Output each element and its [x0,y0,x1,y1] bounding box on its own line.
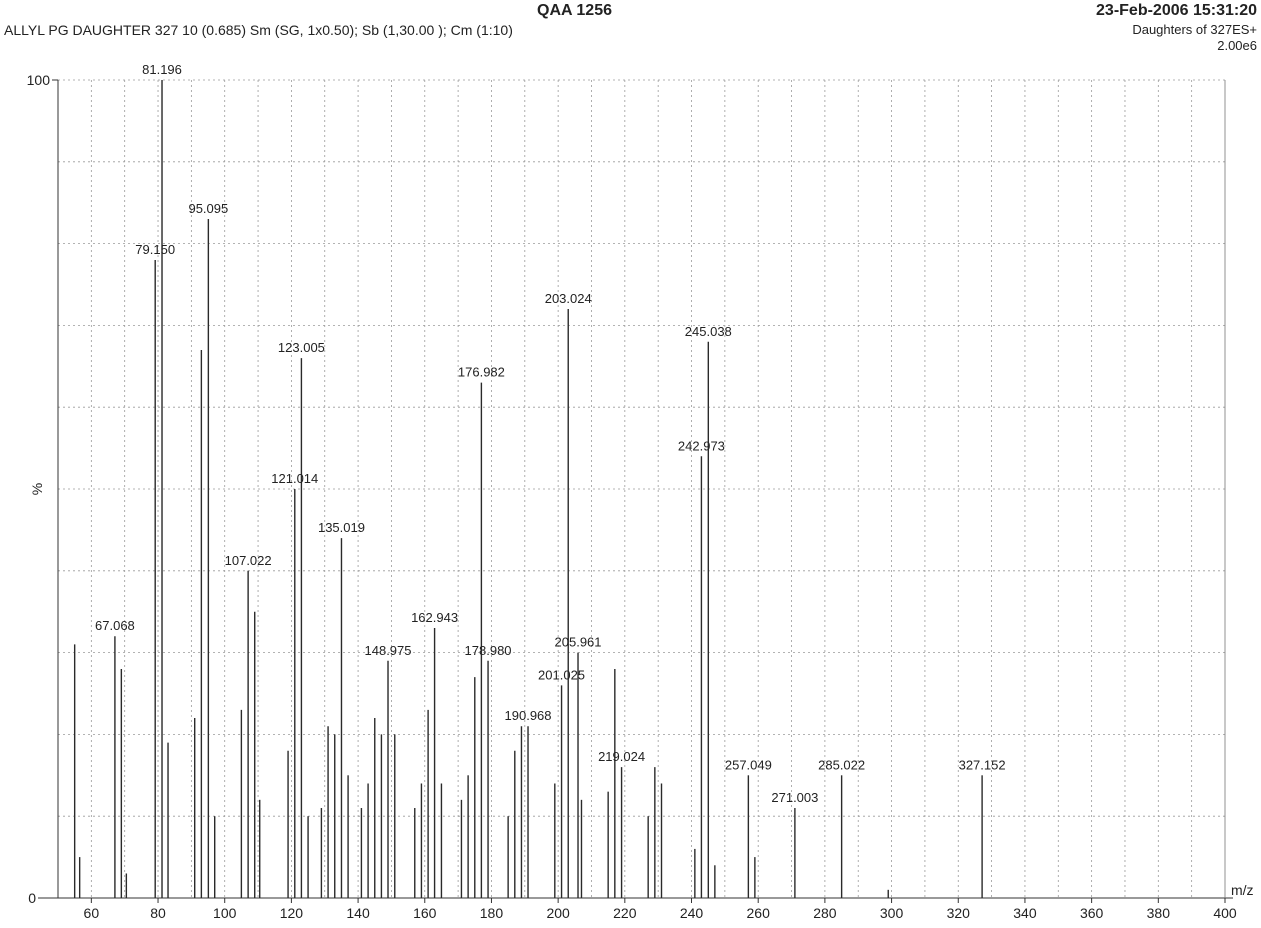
x-tick-label: 240 [680,905,704,921]
x-tick-label: 380 [1147,905,1171,921]
acquisition-datetime: 23-Feb-2006 15:31:20 [1096,2,1257,19]
y-tick-label: 100 [27,72,51,88]
x-tick-label: 400 [1213,905,1237,921]
axes: 0 100% 60 80 100 120 140 160 180 200 220 240 260 280 3… [27,72,1254,921]
peak-label: 176.982 [458,365,505,380]
peak-label: 162.943 [411,610,458,625]
x-axis-label: m/z [1231,882,1254,898]
x-tick-label: 260 [747,905,771,921]
peak-label: 245.038 [685,324,732,339]
peak-label: 203.024 [545,291,592,306]
peak-label: 121.014 [271,471,318,486]
peak-label: 123.005 [278,340,325,355]
peak-label: 67.068 [95,618,135,633]
peak-label: 135.019 [318,520,365,535]
x-tick-label: 160 [413,905,437,921]
peak-label: 107.022 [225,553,272,568]
x-tick-label: 120 [280,905,304,921]
x-tick-label: 280 [813,905,837,921]
peak-label: 242.973 [678,438,725,453]
peak-label: 271.003 [771,790,818,805]
x-tick-label: 340 [1013,905,1037,921]
peak-label: 285.022 [818,757,865,772]
y-tick-label: 0 [28,890,36,906]
peak-label: 201.025 [538,667,585,682]
x-tick-label: 80 [150,905,166,921]
x-tick-label: 360 [1080,905,1104,921]
peak-label: 79.150 [135,242,175,257]
x-tick-label: 100 [213,905,237,921]
peak-label: 205.961 [555,635,602,650]
sample-description: ALLYL PG DAUGHTER 327 10 (0.685) Sm (SG,… [4,22,513,38]
x-tick-label: 320 [947,905,971,921]
peak-label: 219.024 [598,749,645,764]
x-tick-label: 140 [346,905,370,921]
peak-label: 190.968 [505,708,552,723]
x-tick-label: 220 [613,905,637,921]
peak-label: 257.049 [725,757,772,772]
peak-labels: 67.068 79.150 81.196 95.095 107.022 121.014 12… [95,62,1006,805]
y-axis-label: % [29,483,45,495]
x-tick-label: 200 [546,905,570,921]
grid-lines [58,79,1225,898]
intensity-scale: 2.00e6 [1217,38,1257,53]
peak-label: 95.095 [188,201,228,216]
peak-label: 178.980 [465,643,512,658]
peak-series [73,80,983,898]
x-tick-label: 180 [480,905,504,921]
chart-title: QAA 1256 [537,2,612,19]
x-tick-label: 300 [880,905,904,921]
experiment-label: Daughters of 327ES+ [1132,22,1257,37]
peak-label: 81.196 [142,62,182,77]
x-tick-label: 60 [84,905,100,921]
peak-label: 148.975 [365,643,412,658]
peak-label: 327.152 [959,757,1006,772]
